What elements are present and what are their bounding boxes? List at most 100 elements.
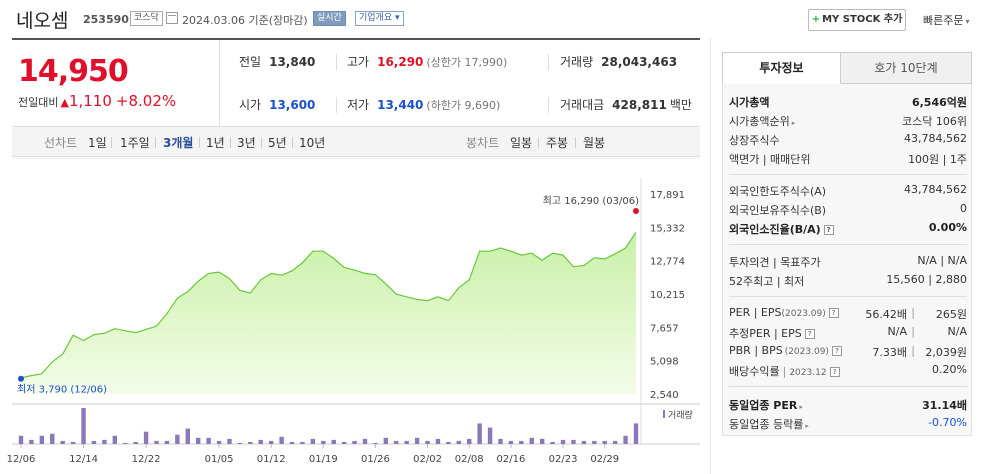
industry-per-row: 동일업종 PER ▸ 31.14배	[729, 399, 967, 412]
price-change: 전일대비 ▲1,110 +8.02%	[18, 92, 176, 110]
volume-bar	[50, 433, 55, 444]
change-label: 전일대비	[18, 96, 59, 109]
help-icon[interactable]: ?	[831, 346, 842, 356]
volume-bar	[633, 423, 639, 444]
tab-3y[interactable]: 3년	[237, 136, 256, 150]
stock-header: 네오셈 253590 코스닥 2024.03.06 기준(장마감) 실시간 기업…	[0, 0, 991, 38]
volume-bar	[154, 440, 159, 444]
current-price-box: 14,950 전일대비 ▲1,110 +8.02%	[12, 40, 220, 126]
tab-1d[interactable]: 1일	[88, 136, 107, 150]
tab-daily-candle[interactable]: 일봉	[510, 136, 533, 150]
tab-investment-info[interactable]: 투자정보	[722, 52, 841, 84]
stock-code: 253590	[83, 13, 129, 26]
tab-monthly-candle[interactable]: 월봉	[583, 136, 606, 150]
x-tick-label: 12/22	[132, 454, 161, 465]
price-area	[21, 232, 636, 394]
header-divider	[12, 38, 700, 40]
change-amount: 1,110	[68, 92, 112, 110]
volume-bar	[268, 440, 274, 444]
volume-bar	[196, 437, 201, 444]
help-icon[interactable]: ?	[804, 329, 815, 339]
y-tick-label: 12,774	[650, 257, 685, 268]
industry-rate-row: 동일업종 등락률 ▸ -0.70%	[729, 416, 967, 431]
x-tick-label: 01/12	[257, 454, 286, 465]
panel-tabs: 투자정보 호가 10단계	[722, 52, 972, 84]
market-cap-row: 시가총액 6,546억원	[729, 96, 967, 109]
volume-bar	[102, 439, 107, 444]
volume-bar	[539, 438, 545, 444]
help-icon[interactable]: ?	[828, 308, 839, 318]
trade-amount: 거래대금 428,811 백만	[560, 98, 692, 112]
volume-bar	[602, 440, 607, 444]
volume-bar	[237, 442, 243, 444]
plus-icon: +	[811, 14, 821, 25]
tab-5y[interactable]: 5년	[268, 136, 287, 150]
candle-chart-label: 봉차트	[466, 136, 500, 150]
volume-bar	[216, 440, 222, 444]
add-mystock-label: MY STOCK 추가	[822, 14, 903, 25]
investment-info-body: 시가총액 6,546억원 시가총액순위 ▸ 코스닥 106위 상장주식수 43,784,…	[722, 84, 972, 436]
volume-bar	[112, 435, 118, 444]
volume-bar	[487, 427, 493, 444]
volume-bar	[331, 439, 336, 444]
volume-bar	[279, 436, 284, 444]
chevron-down-icon: ▾	[965, 17, 970, 26]
x-tick-label: 12/14	[69, 454, 98, 465]
volume: 거래량 28,043,463	[560, 55, 678, 69]
volume-bar	[248, 441, 253, 444]
volume-bar	[477, 423, 482, 444]
x-tick-label: 01/05	[205, 454, 234, 465]
volume-bar	[435, 438, 441, 444]
line-chart-label: 선차트	[44, 136, 78, 150]
price-stats: 전일 13,840 고가 16,290 (상한가 17,990) 거래량 28,043,…	[221, 40, 700, 126]
x-tick-label: 02/23	[549, 454, 578, 465]
volume-bar	[164, 440, 170, 444]
calendar-icon	[166, 12, 178, 24]
per-row: PER | EPS(2023.09)? 56.42배 | 265원	[729, 306, 967, 321]
volume-bar	[18, 435, 24, 444]
y-tick-label: 7,657	[650, 323, 679, 334]
quick-order-button[interactable]: 빠른주문 ▾	[923, 12, 970, 28]
help-icon[interactable]: ?	[829, 367, 840, 377]
realtime-button[interactable]: 실시간	[313, 11, 346, 26]
volume-bar	[70, 441, 76, 444]
tab-1y[interactable]: 1년	[206, 136, 225, 150]
add-mystock-button[interactable]: + MY STOCK 추가	[808, 9, 906, 31]
cap-rank-row: 시가총액순위 ▸ 코스닥 106위	[729, 115, 967, 128]
help-icon[interactable]: ?	[823, 225, 834, 235]
volume-bar	[456, 440, 461, 444]
y-tick-label: 15,332	[650, 223, 685, 234]
high-marker	[633, 208, 639, 214]
current-price: 14,950	[18, 54, 129, 89]
chevron-right-icon: ▸	[805, 422, 809, 430]
volume-bar	[612, 440, 618, 444]
tab-3m[interactable]: 3개월	[163, 136, 194, 150]
volume-bar	[425, 440, 430, 444]
volume-bar	[581, 440, 587, 444]
dividend-row: 배당수익률 | 2023.12? 0.20%	[729, 363, 967, 378]
prev-close: 전일 13,840	[239, 55, 316, 69]
volume-bar	[341, 441, 347, 444]
tab-1w[interactable]: 1주일	[120, 136, 150, 150]
tab-10y[interactable]: 10년	[299, 136, 326, 150]
volume-bar	[185, 428, 190, 444]
tab-order-book-10[interactable]: 호가 10단계	[841, 52, 972, 84]
price-chart[interactable]: 17,891 15,332 12,774 10,215 7,657 5,098 2,540 최…	[0, 158, 710, 474]
volume-bar	[321, 440, 326, 444]
volume-bar	[571, 439, 576, 444]
volume-bar	[352, 440, 357, 444]
volume-bar	[175, 434, 180, 444]
volume-bar	[498, 438, 503, 444]
company-overview-dropdown[interactable]: 기업개요 ▾	[355, 11, 404, 26]
x-tick-label: 01/26	[361, 454, 390, 465]
low-price: 저가 13,440 (하한가 9,690)	[347, 98, 501, 112]
volume-bar	[623, 435, 628, 444]
change-percent: +8.02%	[115, 92, 177, 110]
chevron-right-icon: ▸	[791, 119, 796, 127]
tab-weekly-candle[interactable]: 주봉	[546, 136, 569, 150]
volume-bar	[133, 441, 138, 444]
est-per-row: 추정PER | EPS? N/A | N/A	[729, 325, 967, 340]
volume-bar	[467, 438, 472, 444]
price-line	[20, 231, 637, 379]
up-triangle-icon: ▲	[60, 96, 69, 109]
